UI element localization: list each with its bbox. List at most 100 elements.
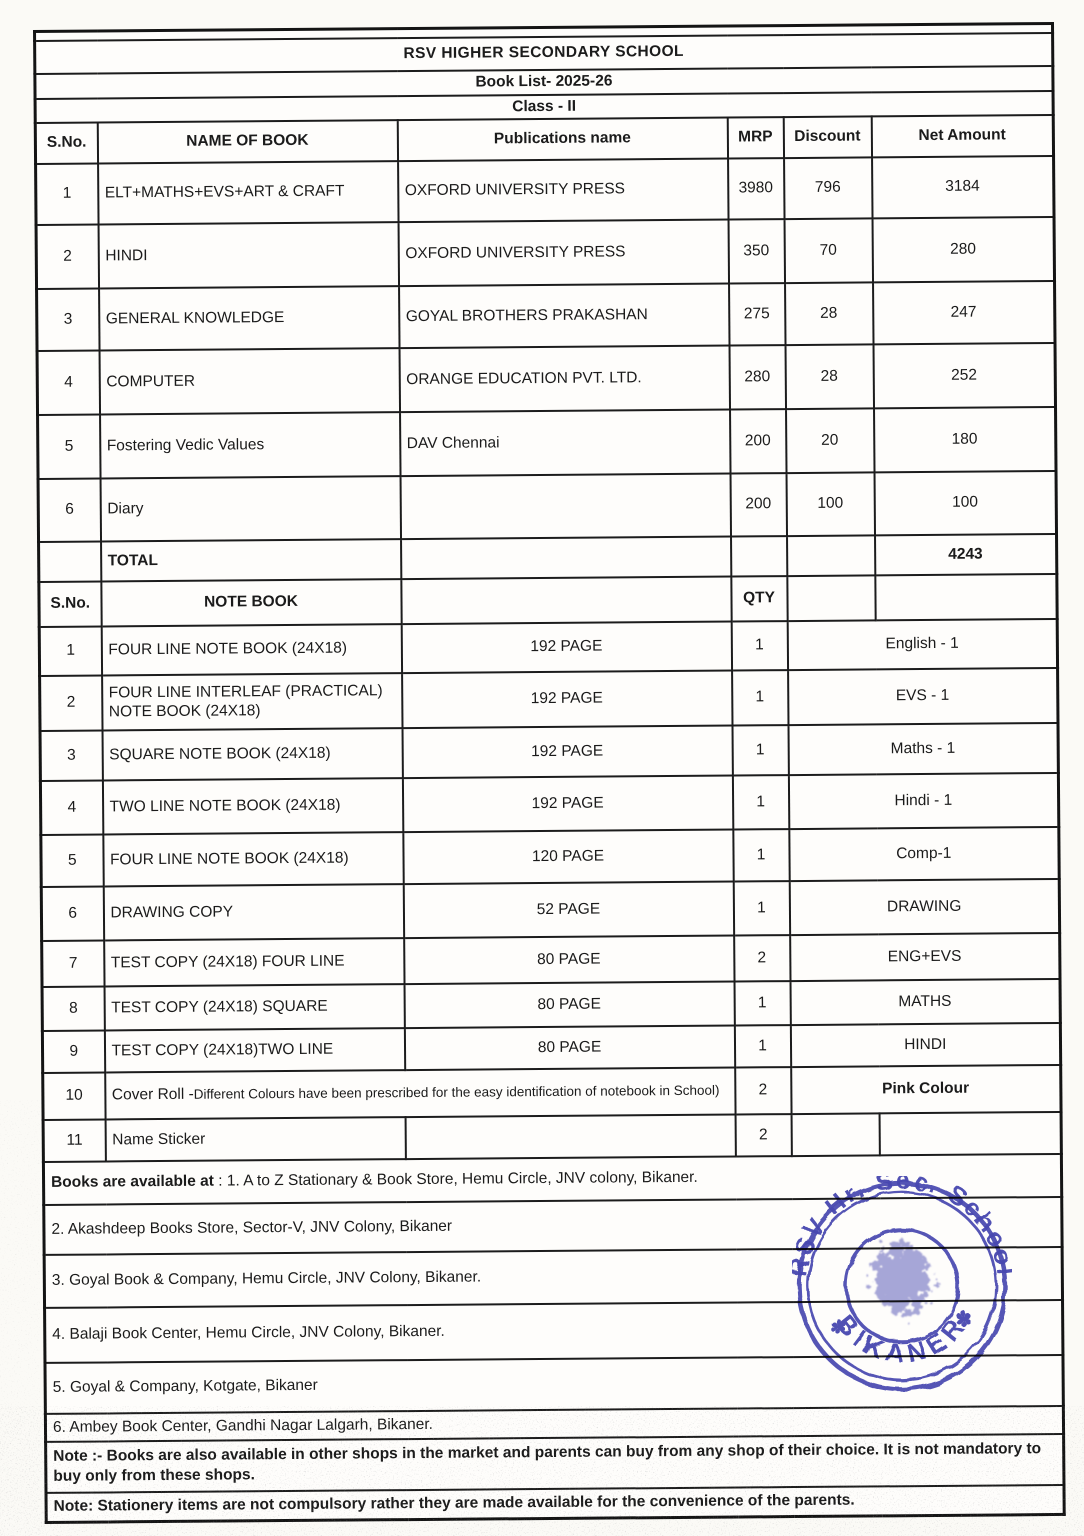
cell-subject: Hindi - 1 xyxy=(788,772,1059,829)
cell-qty: 2 xyxy=(733,934,791,982)
cell-notebook-name: FOUR LINE INTERLEAF (PRACTICAL) NOTE BOO… xyxy=(101,672,403,730)
cell-mrp: 350 xyxy=(728,218,785,284)
cover-roll-lead: Cover Roll - xyxy=(111,1086,194,1104)
cell-mrp: 280 xyxy=(729,344,786,410)
notebook-row: 1 FOUR LINE NOTE BOOK (24X18) 192 PAGE 1… xyxy=(39,618,1058,676)
cell-sno: 7 xyxy=(41,939,105,987)
cell-qty: 1 xyxy=(732,774,789,830)
note-text: Stationery items are not compulsory rath… xyxy=(93,1491,855,1515)
cell-pages: 80 PAGE xyxy=(404,1025,735,1070)
cell-book-name: HINDI xyxy=(98,221,399,288)
cell-sno: 1 xyxy=(39,625,102,676)
store-item: 5. Goyal & Company, Kotgate, Bikaner xyxy=(44,1354,1064,1414)
note-text: Books are also available in other shops … xyxy=(53,1439,1042,1485)
note-books: Note :- Books are also available in othe… xyxy=(45,1433,1064,1493)
cell-notebook-name: SQUARE NOTE BOOK (24X18) xyxy=(102,727,403,780)
notebook-row: 3 SQUARE NOTE BOOK (24X18) 192 PAGE 1 Ma… xyxy=(40,722,1059,781)
total-label: TOTAL xyxy=(100,538,401,581)
cell-pages: 52 PAGE xyxy=(403,881,734,938)
stores-intro-rest: : 1. A to Z Stationary & Book Store, Hem… xyxy=(213,1168,698,1190)
cell-book-name: ELT+MATHS+EVS+ART & CRAFT xyxy=(97,160,399,224)
cell-cover-colour: Pink Colour xyxy=(790,1064,1062,1114)
cell-publication xyxy=(400,473,731,539)
cell-qty: 2 xyxy=(735,1113,792,1157)
cell-sno: 5 xyxy=(37,413,101,479)
cell-pages xyxy=(405,1114,736,1159)
cell-discount: 28 xyxy=(785,343,874,409)
cell-subject: DRAWING xyxy=(789,878,1060,935)
cell-net-amount: 3184 xyxy=(871,155,1055,218)
store-item: 3. Goyal Book & Company, Hemu Circle, JN… xyxy=(44,1246,1063,1308)
cell-discount: 100 xyxy=(786,471,875,536)
notebook-header-row: S.No. NOTE BOOK QTY xyxy=(38,573,1058,627)
cell-pages: 80 PAGE xyxy=(404,981,735,1028)
cell-empty xyxy=(786,534,875,576)
cover-roll-rest: Different Colours have been prescribed f… xyxy=(193,1082,720,1103)
cell-notebook-name: TEST COPY (24X18) SQUARE xyxy=(104,983,405,1030)
store-row: 4. Balaji Book Center, Hemu Circle, JNV … xyxy=(44,1299,1063,1363)
notebook-row: 2 FOUR LINE INTERLEAF (PRACTICAL) NOTE B… xyxy=(39,667,1058,731)
notebook-row: 5 FOUR LINE NOTE BOOK (24X18) 120 PAGE 1… xyxy=(40,826,1060,887)
cell-pages: 120 PAGE xyxy=(402,829,734,884)
col-book-name: NAME OF BOOK xyxy=(97,119,398,163)
cell-sno: 2 xyxy=(39,674,103,731)
cell-net-amount: 247 xyxy=(872,280,1056,344)
book-row: 2 HINDI OXFORD UNIVERSITY PRESS 350 70 2… xyxy=(36,216,1055,289)
cell-discount: 70 xyxy=(784,217,873,283)
scan-noise-left xyxy=(0,1100,40,1536)
store-row: 3. Goyal Book & Company, Hemu Circle, JN… xyxy=(44,1246,1063,1308)
cell-book-name: Fostering Vedic Values xyxy=(99,411,401,478)
col-publication: Publications name xyxy=(397,117,728,161)
cell-mrp: 200 xyxy=(730,472,787,537)
cell-cover-roll: Cover Roll -Different Colours have been … xyxy=(104,1067,736,1119)
cell-empty xyxy=(791,1112,880,1156)
cell-qty: 1 xyxy=(731,669,788,726)
cell-sno: 4 xyxy=(37,349,100,415)
cell-qty: 1 xyxy=(731,724,789,776)
cell-qty: 2 xyxy=(734,1066,792,1115)
cell-sno: 4 xyxy=(40,779,103,835)
cell-notebook-name: FOUR LINE NOTE BOOK (24X18) xyxy=(101,623,402,675)
book-row: 1 ELT+MATHS+EVS+ART & CRAFT OXFORD UNIVE… xyxy=(35,155,1055,225)
cell-sno: 6 xyxy=(38,477,101,542)
store-item: 4. Balaji Book Center, Hemu Circle, JNV … xyxy=(44,1299,1063,1363)
cell-discount: 28 xyxy=(784,281,874,345)
cell-net-amount: 100 xyxy=(874,470,1057,535)
store-row: 5. Goyal & Company, Kotgate, Bikaner xyxy=(44,1354,1064,1414)
stores-intro-bold: Books are available at xyxy=(51,1172,214,1191)
store-row: 2. Akashdeep Books Store, Sector-V, JNV … xyxy=(43,1196,1063,1255)
document-sheet: RSV HIGHER SECONDARY SCHOOL Book List- 2… xyxy=(33,21,1066,1524)
book-row: 3 GENERAL KNOWLEDGE GOYAL BROTHERS PRAKA… xyxy=(36,280,1056,351)
book-row: 5 Fostering Vedic Values DAV Chennai 200… xyxy=(37,406,1057,479)
cell-empty xyxy=(879,1111,1062,1155)
notebook-row: 8 TEST COPY (24X18) SQUARE 80 PAGE 1 MAT… xyxy=(42,978,1061,1031)
cell-empty xyxy=(400,576,732,624)
cell-book-name: COMPUTER xyxy=(99,347,400,414)
cell-pages: 80 PAGE xyxy=(403,935,735,984)
cell-empty xyxy=(38,540,101,582)
cell-subject: Maths - 1 xyxy=(787,722,1059,775)
cell-publication: DAV Chennai xyxy=(399,409,731,476)
cell-book-name: Diary xyxy=(100,475,401,541)
cell-net-amount: 252 xyxy=(873,342,1056,408)
cell-publication: GOYAL BROTHERS PRAKASHAN xyxy=(398,283,730,348)
col-sno: S.No. xyxy=(35,121,98,164)
cell-empty xyxy=(730,535,787,577)
cell-sno: 8 xyxy=(42,985,105,1031)
cell-sno: 10 xyxy=(42,1071,106,1120)
notebook-row: 7 TEST COPY (24X18) FOUR LINE 80 PAGE 2 … xyxy=(41,932,1060,987)
cell-notebook-name: TEST COPY (24X18) FOUR LINE xyxy=(103,937,405,986)
cell-notebook-name: TWO LINE NOTE BOOK (24X18) xyxy=(102,777,403,834)
cell-mrp: 275 xyxy=(728,282,786,346)
cell-pages: 192 PAGE xyxy=(401,621,732,673)
cell-notebook-name: DRAWING COPY xyxy=(103,883,404,940)
cell-subject: MATHS xyxy=(790,978,1061,1025)
cell-publication: OXFORD UNIVERSITY PRESS xyxy=(397,158,729,222)
cell-notebook-name: FOUR LINE NOTE BOOK (24X18) xyxy=(102,831,404,886)
cell-sno: 5 xyxy=(40,833,104,887)
notebook-row: 4 TWO LINE NOTE BOOK (24X18) 192 PAGE 1 … xyxy=(40,772,1059,835)
book-row: 4 COMPUTER ORANGE EDUCATION PVT. LTD. 28… xyxy=(37,342,1056,415)
book-list-table: RSV HIGHER SECONDARY SCHOOL Book List- 2… xyxy=(33,21,1066,1524)
cell-net-amount: 280 xyxy=(872,216,1055,282)
notebook-row-cover-roll: 10 Cover Roll -Different Colours have be… xyxy=(42,1064,1062,1120)
